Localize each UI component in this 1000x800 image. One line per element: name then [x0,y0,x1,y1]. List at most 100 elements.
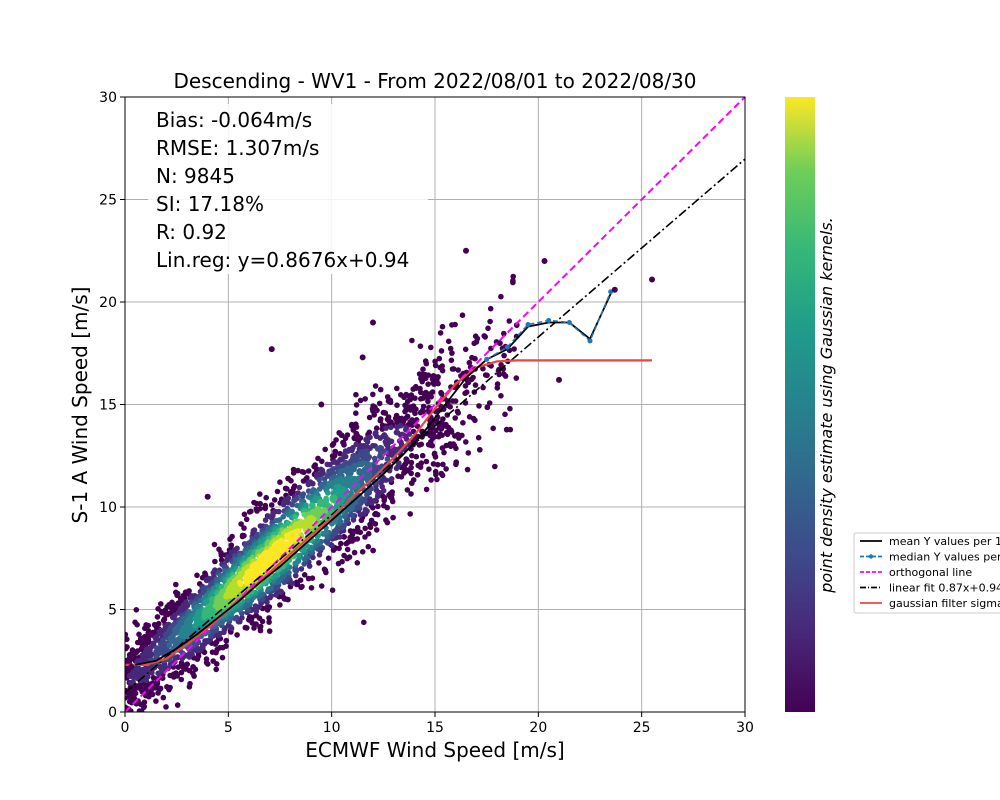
median-point [587,338,593,344]
outlier-point [370,319,376,326]
density-point [492,463,498,470]
density-point [384,456,391,463]
density-point [370,547,376,554]
density-point [404,487,411,493]
density-point [377,453,383,459]
density-point [265,556,272,562]
density-point [284,486,290,492]
density-point [337,518,343,525]
legend-label: gaussian filter sigma [889,597,1000,610]
density-point [299,494,306,500]
density-point [166,642,172,648]
legend-label: median Y values per [889,551,1000,564]
density-point [268,593,275,599]
density-point [359,549,366,555]
density-point [375,503,381,510]
density-point [266,628,273,634]
density-point [239,615,245,621]
density-point [320,530,326,537]
density-point [309,481,316,487]
density-point [422,375,429,382]
density-point [407,511,414,517]
density-point [155,620,162,627]
density-point [338,540,344,547]
density-point [331,528,338,534]
density-point [241,532,247,539]
density-point [266,619,272,625]
density-point [418,389,424,396]
x-axis-ticks: 0 5 10 15 20 25 30 [121,712,754,736]
density-point [178,669,185,676]
x-tick-label: 10 [323,720,341,736]
density-point [125,631,129,638]
density-point [466,359,473,366]
density-point [416,442,423,448]
density-point [438,348,445,354]
density-point [178,676,185,683]
density-point [476,403,482,409]
density-point [125,695,128,701]
density-point [357,397,364,404]
density-point [409,337,415,344]
density-point [167,672,173,679]
density-point [373,527,380,533]
density-point [482,372,489,378]
density-point [362,507,369,513]
density-point [318,583,325,589]
density-point [362,534,368,540]
density-point [475,434,482,441]
density-point [125,636,130,642]
stat-line: N: 9845 [156,164,235,188]
median-point [525,322,531,328]
density-point [280,514,287,520]
x-tick-label: 15 [426,720,444,736]
density-point [354,524,361,531]
x-tick-label: 0 [121,720,130,736]
density-point [358,461,365,468]
density-point [285,495,292,502]
density-point [316,476,323,483]
density-point [163,704,169,710]
density-point [494,381,501,387]
density-point [482,334,489,340]
density-point [462,346,469,353]
density-point [257,491,263,497]
outlier-point [359,354,366,361]
density-point [439,323,446,330]
density-point [338,432,345,439]
density-point [487,305,494,312]
density-point [452,433,458,439]
density-point [233,614,240,621]
density-point [413,453,420,460]
density-point [153,698,159,704]
density-point [190,664,196,670]
density-point [339,567,345,574]
outlier-points [128,247,655,670]
density-point [288,478,294,484]
colorbar-label: point density estimate using Gaussian ke… [817,217,836,593]
density-point [502,411,508,418]
density-point [292,572,299,579]
density-point [430,461,437,467]
density-point [423,458,430,465]
density-point [366,414,373,421]
legend-label: mean Y values per 1 [889,535,1000,548]
density-point [351,466,357,473]
density-point [403,456,410,462]
density-point [257,623,264,630]
density-point [376,400,383,407]
density-point [480,365,486,372]
density-point [218,552,225,559]
stats-box: Bias: -0.064m/s RMSE: 1.307m/s N: 9845 SI: … [148,104,428,274]
density-point [237,581,244,588]
density-point [325,555,332,561]
density-point [353,410,359,417]
density-point [280,501,287,508]
colorbar [785,97,815,712]
density-point [410,477,417,483]
density-point [417,409,424,416]
density-point [371,467,377,474]
density-point [373,425,380,432]
density-point [315,455,321,462]
y-tick-label: 15 [99,398,117,414]
